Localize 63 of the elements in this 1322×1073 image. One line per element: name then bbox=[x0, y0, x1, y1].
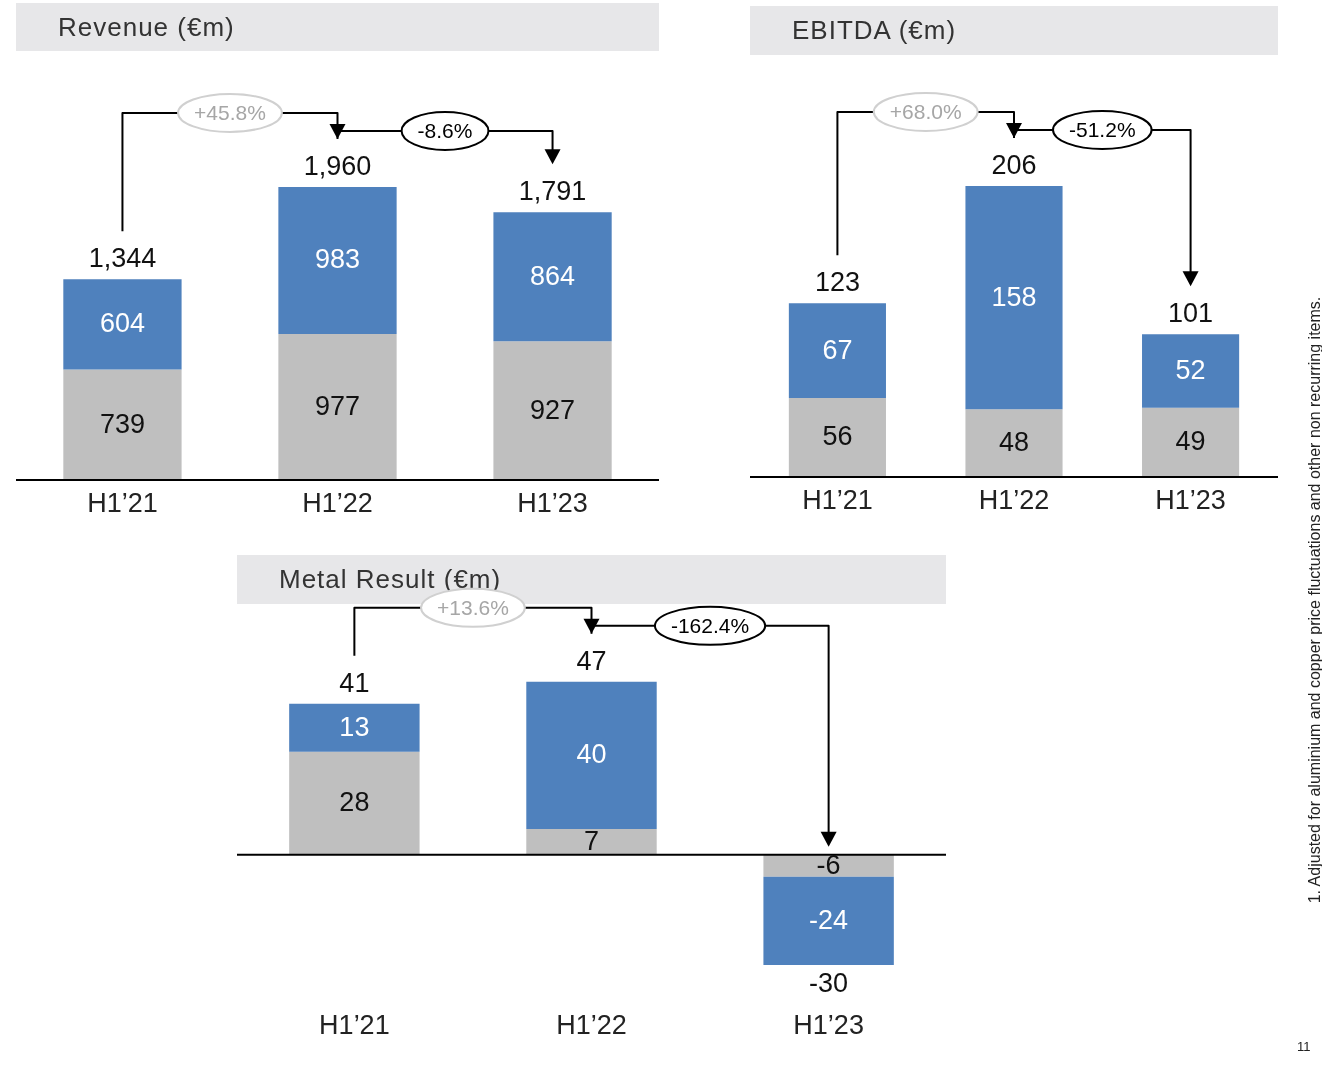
bar bbox=[526, 681, 657, 829]
bar bbox=[1142, 407, 1240, 477]
data-label: 13 bbox=[339, 711, 370, 742]
bar bbox=[63, 369, 182, 480]
bar bbox=[965, 409, 1063, 477]
data-label: 983 bbox=[314, 244, 361, 275]
total-label: 41 bbox=[339, 667, 370, 698]
text: 11 bbox=[1297, 1039, 1311, 1054]
bar bbox=[289, 703, 420, 752]
x-tick-label: H1’23 bbox=[517, 487, 588, 518]
data-label: 28 bbox=[339, 787, 370, 818]
bar bbox=[278, 333, 397, 480]
text: +68.0% bbox=[889, 100, 962, 124]
data-label: 40 bbox=[576, 739, 607, 770]
data-label: 927 bbox=[530, 394, 576, 425]
total-label: 101 bbox=[1168, 298, 1214, 329]
chart-title: Revenue (€m) bbox=[16, 3, 659, 51]
x-tick-label: H1’21 bbox=[802, 484, 873, 515]
total-label: 123 bbox=[814, 267, 860, 298]
data-label: 48 bbox=[998, 427, 1030, 458]
data-label: 158 bbox=[991, 281, 1037, 312]
bar bbox=[965, 185, 1063, 410]
total-label: 206 bbox=[991, 149, 1037, 180]
data-label: 52 bbox=[1175, 355, 1206, 386]
bar bbox=[493, 341, 612, 480]
total-label: 47 bbox=[576, 645, 607, 676]
data-label: 604 bbox=[99, 308, 145, 339]
x-tick-label: H1’22 bbox=[978, 484, 1050, 515]
bar bbox=[278, 186, 397, 334]
total-label: -30 bbox=[809, 967, 849, 998]
data-label: 67 bbox=[822, 334, 853, 365]
x-tick-label: H1’23 bbox=[1155, 484, 1226, 515]
text: +45.8% bbox=[194, 101, 266, 125]
data-label: 56 bbox=[822, 421, 853, 452]
x-tick-label: H1’21 bbox=[87, 487, 158, 518]
data-label: -24 bbox=[809, 904, 849, 935]
bar bbox=[788, 397, 886, 477]
total-label: 1,960 bbox=[303, 150, 372, 181]
data-label: 977 bbox=[314, 390, 361, 421]
x-tick-label: H1’23 bbox=[793, 1009, 864, 1040]
text: +13.6% bbox=[437, 596, 509, 620]
text: -162.4% bbox=[670, 614, 750, 638]
data-label: 864 bbox=[530, 260, 576, 291]
bar bbox=[763, 876, 894, 965]
text: -8.6% bbox=[417, 119, 473, 143]
x-tick-label: H1’21 bbox=[319, 1009, 390, 1040]
total-label: 1,344 bbox=[88, 243, 157, 274]
chart-title: EBITDA (€m) bbox=[750, 6, 1278, 55]
bar bbox=[788, 303, 886, 398]
x-tick-label: H1’22 bbox=[302, 487, 373, 518]
data-label: 739 bbox=[99, 408, 145, 439]
text: -51.2% bbox=[1069, 118, 1136, 142]
bar bbox=[1142, 334, 1240, 408]
bar bbox=[289, 751, 420, 855]
bar bbox=[526, 828, 657, 855]
total-label: 1,791 bbox=[518, 176, 587, 207]
chart-title: Metal Result (€m) bbox=[279, 564, 502, 594]
data-label: -6 bbox=[816, 849, 841, 880]
bar bbox=[63, 279, 182, 370]
x-tick-label: H1’22 bbox=[556, 1009, 627, 1040]
bar bbox=[493, 212, 612, 342]
data-label: 49 bbox=[1175, 426, 1206, 457]
data-label: 7 bbox=[583, 825, 600, 856]
